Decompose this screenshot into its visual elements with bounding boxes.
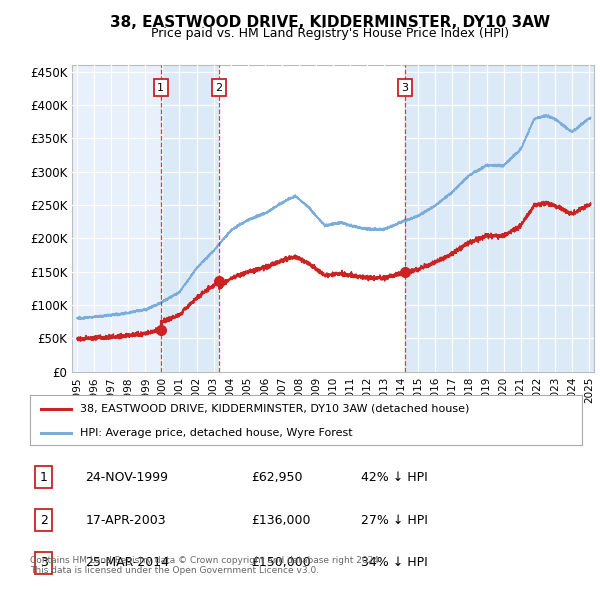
Text: 27% ↓ HPI: 27% ↓ HPI <box>361 514 428 527</box>
Text: 24-NOV-1999: 24-NOV-1999 <box>85 471 168 484</box>
Text: Price paid vs. HM Land Registry's House Price Index (HPI): Price paid vs. HM Land Registry's House … <box>151 27 509 40</box>
Text: 38, EASTWOOD DRIVE, KIDDERMINSTER, DY10 3AW: 38, EASTWOOD DRIVE, KIDDERMINSTER, DY10 … <box>110 15 550 30</box>
Text: £62,950: £62,950 <box>251 471 302 484</box>
Text: 3: 3 <box>40 556 48 569</box>
Text: 25-MAR-2014: 25-MAR-2014 <box>85 556 169 569</box>
Text: 34% ↓ HPI: 34% ↓ HPI <box>361 556 428 569</box>
Text: 1: 1 <box>40 471 48 484</box>
Text: 38, EASTWOOD DRIVE, KIDDERMINSTER, DY10 3AW (detached house): 38, EASTWOOD DRIVE, KIDDERMINSTER, DY10 … <box>80 404 469 414</box>
Text: Contains HM Land Registry data © Crown copyright and database right 2024.
This d: Contains HM Land Registry data © Crown c… <box>30 556 382 575</box>
Bar <box>405 65 594 372</box>
Text: £150,000: £150,000 <box>251 556 311 569</box>
Text: HPI: Average price, detached house, Wyre Forest: HPI: Average price, detached house, Wyre… <box>80 428 352 438</box>
Text: 42% ↓ HPI: 42% ↓ HPI <box>361 471 428 484</box>
Text: 2: 2 <box>215 83 222 93</box>
Text: 3: 3 <box>401 83 409 93</box>
Text: 1: 1 <box>157 83 164 93</box>
Bar <box>218 65 405 372</box>
Text: 2: 2 <box>40 514 48 527</box>
Bar <box>161 65 218 372</box>
Text: 17-APR-2003: 17-APR-2003 <box>85 514 166 527</box>
Text: £136,000: £136,000 <box>251 514 310 527</box>
